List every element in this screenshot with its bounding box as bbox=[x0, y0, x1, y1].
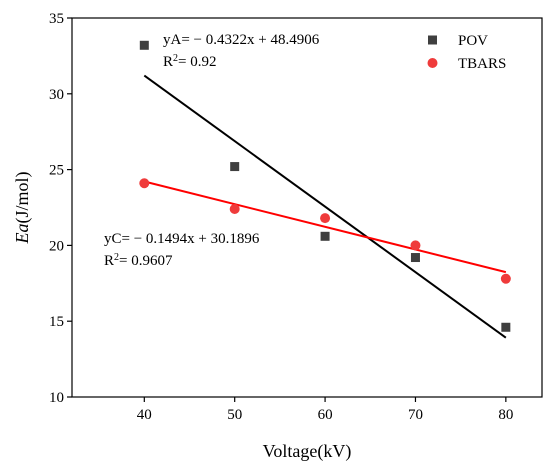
x-axis: 40 50 60 70 80 bbox=[137, 397, 513, 423]
plot-border bbox=[71, 17, 543, 398]
legend-label: TBARS bbox=[458, 56, 506, 72]
data-points bbox=[139, 40, 511, 332]
pov-equation: yA= − 0.4322x + 48.4906 bbox=[163, 32, 320, 48]
y-tick-label: 10 bbox=[49, 390, 64, 406]
tbars-point bbox=[229, 204, 240, 215]
tbars-trend-line bbox=[144, 180, 507, 274]
y-axis-title-symbol: Ea bbox=[12, 224, 32, 245]
x-tick-label: 70 bbox=[408, 407, 423, 423]
pov-point bbox=[320, 231, 330, 241]
y-axis: 10 15 20 25 30 35 bbox=[49, 11, 72, 406]
pov-point bbox=[139, 40, 149, 50]
trend-lines bbox=[143, 74, 507, 339]
x-tick-label: 40 bbox=[137, 407, 152, 423]
pov-fit-annotation: yA= − 0.4322x + 48.4906 R2= 0.92 bbox=[163, 32, 320, 70]
x-axis-title: Voltage(kV) bbox=[263, 441, 352, 462]
tbars-point bbox=[410, 240, 421, 251]
x-tick-label: 50 bbox=[227, 407, 242, 423]
legend: POV TBARS bbox=[427, 33, 506, 72]
tbars-fit-annotation: yC= − 0.1494x + 30.1896 R2= 0.9607 bbox=[104, 231, 260, 269]
tbars-point bbox=[500, 273, 511, 284]
legend-item-pov: POV bbox=[428, 33, 488, 49]
x-tick-label: 60 bbox=[318, 407, 333, 423]
pov-trend-line bbox=[143, 74, 507, 339]
x-tick-label: 80 bbox=[498, 407, 513, 423]
pov-point bbox=[230, 162, 240, 172]
legend-square-marker bbox=[428, 35, 437, 45]
y-axis-title-unit: (J/mol) bbox=[12, 171, 33, 223]
tbars-r-squared: R2= 0.9607 bbox=[104, 252, 173, 270]
y-tick-label: 20 bbox=[49, 238, 64, 254]
legend-item-tbars: TBARS bbox=[427, 56, 506, 72]
y-tick-label: 35 bbox=[49, 11, 64, 27]
legend-circle-marker bbox=[427, 58, 438, 68]
pov-point bbox=[410, 253, 420, 263]
plot-frame bbox=[71, 17, 543, 398]
tbars-point bbox=[320, 213, 331, 224]
tbars-point bbox=[139, 178, 150, 189]
legend-label: POV bbox=[458, 33, 488, 49]
y-tick-label: 30 bbox=[49, 87, 64, 103]
pov-point bbox=[501, 322, 511, 332]
y-axis-title: Ea(J/mol) bbox=[12, 171, 33, 244]
y-tick-label: 25 bbox=[49, 163, 64, 179]
pov-r-squared: R2= 0.92 bbox=[163, 53, 216, 71]
tbars-equation: yC= − 0.1494x + 30.1896 bbox=[104, 231, 260, 247]
y-tick-label: 15 bbox=[49, 314, 64, 330]
